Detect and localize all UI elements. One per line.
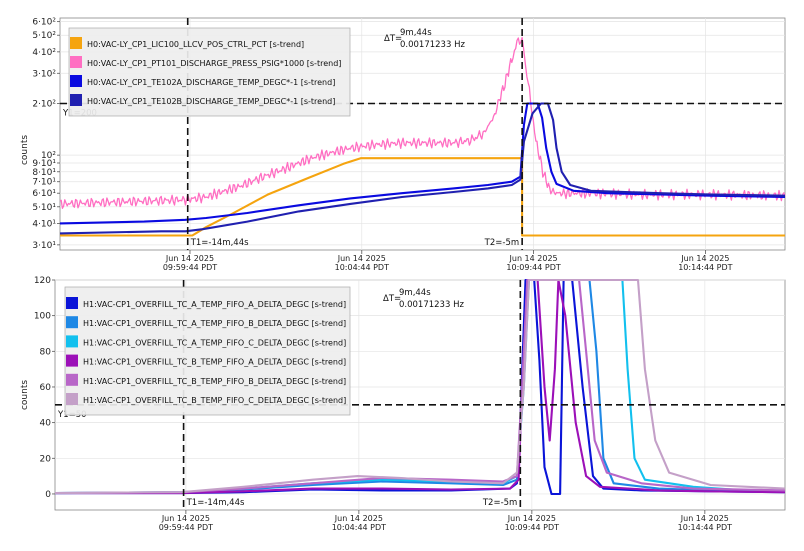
x-tick-date: Jun 14 2025 bbox=[334, 514, 383, 523]
top-y-axis-label: counts bbox=[20, 135, 30, 165]
y-tick-label: 120 bbox=[34, 276, 51, 286]
x-tick-date: Jun 14 2025 bbox=[507, 514, 556, 523]
bottom-delta-label: ΔT= bbox=[383, 294, 401, 304]
y-tick-label: 9·10¹ bbox=[32, 159, 56, 169]
legend-label-2: H0:VAC-LY_CP1_PT101_DISCHARGE_PRESS_PSIG… bbox=[87, 59, 341, 68]
x-tick-time: 10:14:44 PDT bbox=[678, 263, 732, 272]
y-tick-label: 6·10² bbox=[32, 18, 56, 28]
bottom-delta-frequency: 0.00171233 Hz bbox=[399, 300, 464, 310]
x-tick-date: Jun 14 2025 bbox=[161, 514, 210, 523]
bottom-delta-readout: ΔT= 9m,44s 0.00171233 Hz bbox=[383, 288, 464, 310]
legend-swatch-2 bbox=[70, 56, 82, 68]
legend-label-3: H0:VAC-LY_CP1_TE102A_DISCHARGE_TEMP_DEGC… bbox=[87, 78, 335, 87]
legend-label-1: H1:VAC-CP1_OVERFILL_TC_A_TEMP_FIFO_A_DEL… bbox=[83, 300, 346, 309]
y-tick-label: 80 bbox=[40, 347, 52, 357]
series-line-1 bbox=[55, 278, 786, 496]
y-tick-label: 4·10¹ bbox=[32, 219, 56, 229]
x-tick-date: Jun 14 2025 bbox=[509, 254, 558, 263]
y-tick-label: 3·10¹ bbox=[32, 241, 56, 251]
legend-label-4: H1:VAC-CP1_OVERFILL_TC_B_TEMP_FIFO_A_DEL… bbox=[83, 358, 346, 367]
x-tick-time: 10:09:44 PDT bbox=[506, 263, 560, 272]
y-tick-label: 4·10² bbox=[32, 48, 56, 58]
x-tick-time: 10:04:44 PDT bbox=[335, 263, 389, 272]
y-tick-label: 40 bbox=[40, 419, 52, 429]
bottom-delta-period: 9m,44s bbox=[399, 288, 431, 298]
legend-label-2: H1:VAC-CP1_OVERFILL_TC_A_TEMP_FIFO_B_DEL… bbox=[83, 319, 346, 328]
legend-swatch-4 bbox=[70, 94, 82, 106]
legend-label-1: H0:VAC-LY_CP1_LIC100_LLCV_POS_CTRL_PCT [… bbox=[87, 40, 304, 49]
x-tick-date: Jun 14 2025 bbox=[337, 254, 386, 263]
cursor-t2-label: T2=-5m bbox=[484, 238, 519, 248]
x-tick-date: Jun 14 2025 bbox=[165, 254, 214, 263]
legend-swatch-1 bbox=[70, 37, 82, 49]
legend-label-3: H1:VAC-CP1_OVERFILL_TC_A_TEMP_FIFO_C_DEL… bbox=[83, 338, 346, 347]
legend-swatch-3 bbox=[66, 335, 78, 348]
y-tick-label: 5·10² bbox=[32, 31, 56, 41]
x-tick-time: 09:59:44 PDT bbox=[163, 263, 217, 272]
legend-swatch-2 bbox=[66, 316, 78, 329]
y-tick-label: 5·10¹ bbox=[32, 203, 56, 213]
y-tick-label: 3·10² bbox=[32, 69, 56, 79]
cursor-t1-label: T1=-14m,44s bbox=[186, 498, 245, 508]
top-delta-label: ΔT= bbox=[384, 34, 402, 44]
x-tick-date: Jun 14 2025 bbox=[680, 254, 729, 263]
top-delta-frequency: 0.00171233 Hz bbox=[400, 40, 465, 50]
series-line-4 bbox=[59, 102, 786, 235]
x-tick-time: 10:09:44 PDT bbox=[505, 523, 559, 532]
legend-swatch-4 bbox=[66, 354, 78, 367]
y-tick-label: 2·10² bbox=[32, 99, 56, 109]
bottom-y-axis-label: counts bbox=[20, 380, 30, 410]
cursor-t2-label: T2=-5m bbox=[482, 498, 517, 508]
y-tick-label: 60 bbox=[40, 383, 52, 393]
legend-swatch-1 bbox=[66, 297, 78, 309]
legend-label-5: H1:VAC-CP1_OVERFILL_TC_B_TEMP_FIFO_B_DEL… bbox=[83, 377, 346, 386]
series-line-6 bbox=[54, 278, 786, 495]
series-line-4 bbox=[55, 278, 786, 495]
x-tick-time: 10:14:44 PDT bbox=[678, 523, 732, 532]
y-tick-label: 20 bbox=[40, 454, 52, 464]
legend-swatch-6 bbox=[66, 393, 78, 405]
bottom-legend: H1:VAC-CP1_OVERFILL_TC_A_TEMP_FIFO_A_DEL… bbox=[64, 286, 351, 416]
x-tick-time: 10:04:44 PDT bbox=[332, 523, 386, 532]
legend-label-4: H0:VAC-LY_CP1_TE102B_DISCHARGE_TEMP_DEGC… bbox=[87, 97, 335, 106]
cursor-t1-label: T1=-14m,44s bbox=[190, 238, 249, 248]
legend-swatch-5 bbox=[66, 373, 78, 386]
legend-label-6: H1:VAC-CP1_OVERFILL_TC_B_TEMP_FIFO_C_DEL… bbox=[83, 396, 346, 405]
y-tick-label: 7·10¹ bbox=[32, 178, 56, 188]
x-tick-date: Jun 14 2025 bbox=[680, 514, 729, 523]
top-delta-period: 9m,44s bbox=[400, 28, 432, 38]
x-tick-time: 09:59:44 PDT bbox=[159, 523, 213, 532]
y-tick-label: 0 bbox=[45, 490, 51, 500]
top-delta-readout: ΔT= 9m,44s 0.00171233 Hz bbox=[384, 28, 465, 50]
legend-swatch-3 bbox=[70, 75, 82, 87]
series-line-5 bbox=[54, 278, 786, 495]
y-tick-label: 100 bbox=[34, 312, 51, 322]
top-legend: H0:VAC-LY_CP1_LIC100_LLCV_POS_CTRL_PCT [… bbox=[68, 27, 351, 117]
y-tick-label: 6·10¹ bbox=[32, 189, 56, 199]
y-tick-label: 8·10¹ bbox=[32, 168, 56, 178]
y-tick-label: 10² bbox=[41, 151, 56, 161]
